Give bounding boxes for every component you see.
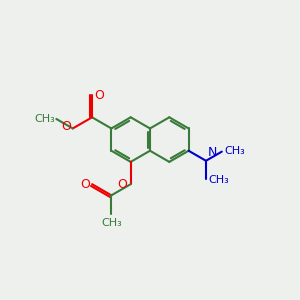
- Text: N: N: [208, 146, 217, 159]
- Text: CH₃: CH₃: [34, 114, 55, 124]
- Text: CH₃: CH₃: [208, 175, 229, 184]
- Text: O: O: [94, 88, 104, 101]
- Text: CH₃: CH₃: [101, 218, 122, 228]
- Text: O: O: [117, 178, 127, 191]
- Text: O: O: [80, 178, 90, 191]
- Text: O: O: [61, 121, 71, 134]
- Text: CH₃: CH₃: [224, 146, 244, 156]
